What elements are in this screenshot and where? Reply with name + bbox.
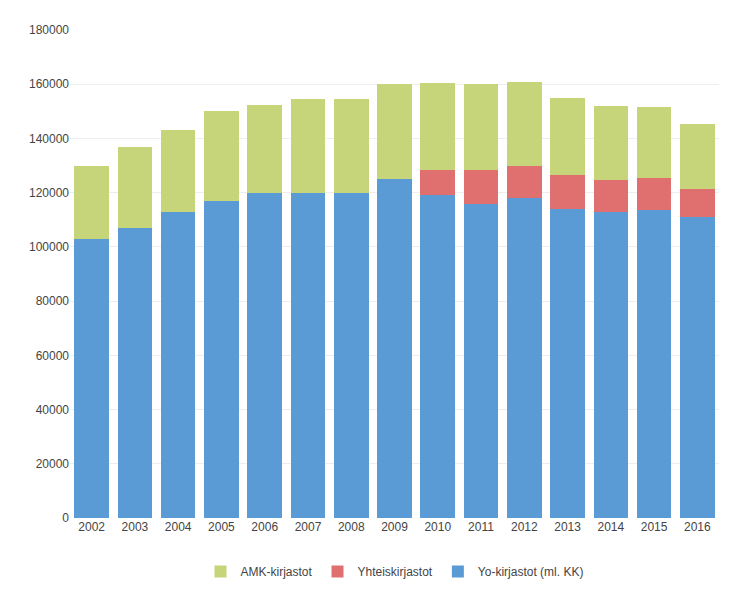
svg-text:160000: 160000 [29, 77, 69, 91]
svg-text:2005: 2005 [208, 520, 235, 534]
svg-text:2008: 2008 [338, 520, 365, 534]
svg-text:2003: 2003 [122, 520, 149, 534]
svg-text:180000: 180000 [29, 23, 69, 37]
svg-text:40000: 40000 [36, 403, 70, 417]
svg-text:60000: 60000 [36, 349, 70, 363]
svg-text:2007: 2007 [295, 520, 322, 534]
svg-text:2004: 2004 [165, 520, 192, 534]
svg-text:2013: 2013 [554, 520, 581, 534]
svg-text:0: 0 [62, 511, 69, 525]
svg-text:2016: 2016 [684, 520, 711, 534]
svg-text:80000: 80000 [36, 294, 70, 308]
svg-text:20000: 20000 [36, 457, 70, 471]
svg-text:2006: 2006 [251, 520, 278, 534]
svg-text:Yhteiskirjastot: Yhteiskirjastot [358, 565, 433, 579]
svg-text:2012: 2012 [511, 520, 538, 534]
svg-text:2011: 2011 [468, 520, 494, 534]
svg-text:2010: 2010 [424, 520, 451, 534]
svg-text:120000: 120000 [29, 186, 69, 200]
svg-text:2015: 2015 [641, 520, 668, 534]
svg-text:Yo-kirjastot (ml. KK): Yo-kirjastot (ml. KK) [478, 565, 584, 579]
svg-text:2002: 2002 [78, 520, 105, 534]
svg-text:100000: 100000 [29, 240, 69, 254]
svg-text:2009: 2009 [381, 520, 408, 534]
svg-text:AMK-kirjastot: AMK-kirjastot [241, 565, 313, 579]
svg-text:2014: 2014 [597, 520, 624, 534]
svg-text:140000: 140000 [29, 132, 69, 146]
